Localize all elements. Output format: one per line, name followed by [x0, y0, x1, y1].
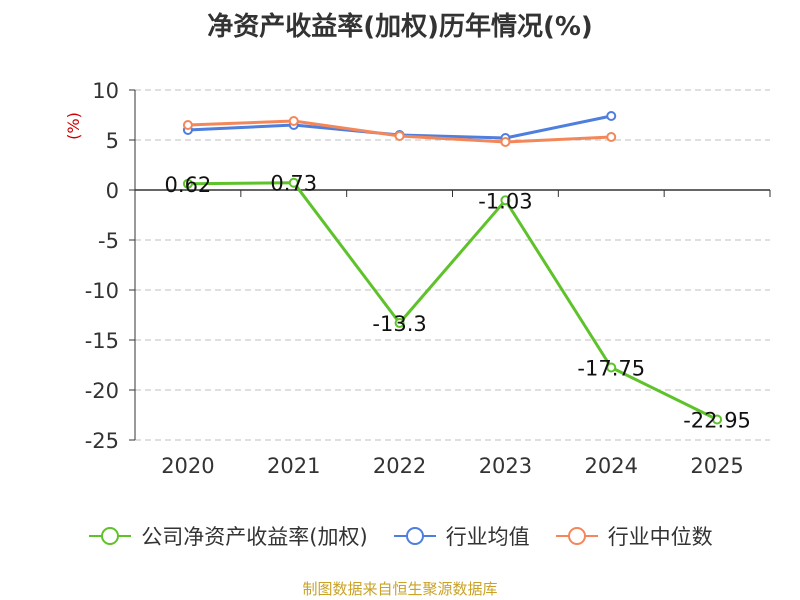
legend-label-industry-mean: 行业均值 [445, 525, 530, 549]
label-layer: 0.62 0.73 -13.3 -1.03 -17.75 -22.95 [165, 172, 751, 433]
data-point [500, 195, 511, 206]
x-tick-label: 2023 [479, 454, 532, 478]
y-tick-label: -25 [85, 429, 119, 453]
legend-label-industry-median: 行业中位数 [607, 525, 713, 549]
x-tick-label: 2025 [690, 454, 743, 478]
data-label: -17.75 [577, 357, 645, 381]
legend-marker-industry-mean [393, 527, 436, 545]
y-tick-label: 0 [106, 179, 119, 203]
x-tick-label: 2022 [373, 454, 426, 478]
y-tick-label: -5 [98, 229, 119, 253]
data-point [500, 137, 511, 147]
legend-item-industry-mean[interactable]: 行业均值 [392, 521, 530, 551]
data-point [606, 132, 617, 142]
legend-item-industry-median[interactable]: 行业中位数 [554, 521, 713, 551]
x-tick-label: 2021 [267, 454, 320, 478]
chart-legend: 公司净资产收益率(加权) 行业均值 行业中位数 [0, 521, 800, 551]
y-axis-label: (%) [64, 112, 83, 140]
series-layer [182, 111, 723, 425]
data-point [712, 414, 723, 425]
y-tick-label: -15 [85, 329, 119, 353]
data-point [288, 116, 299, 126]
chart-title: 净资产收益率(加权)历年情况(%) [207, 12, 593, 42]
data-source-note: 制图数据来自恒生聚源数据库 [302, 580, 498, 598]
axis-layer: 10 5 0 -5 -10 -15 -20 -25 2020 2021 2022 2023 2024 20… [64, 79, 771, 478]
data-label: 0.73 [270, 172, 317, 196]
legend-marker-company [89, 527, 132, 545]
legend-marker-industry-median [555, 527, 598, 545]
x-tick-label: 2024 [585, 454, 638, 478]
legend-item-company[interactable]: 公司净资产收益率(加权) [87, 521, 368, 551]
legend-label-company: 公司净资产收益率(加权) [141, 525, 368, 549]
data-label: -22.95 [683, 409, 751, 433]
data-point [288, 177, 299, 188]
y-tick-label: -10 [85, 279, 119, 303]
data-label: -13.3 [372, 312, 426, 336]
data-point [394, 318, 405, 328]
data-point [606, 362, 617, 373]
data-label: -1.03 [478, 189, 532, 213]
x-tick-label: 2020 [161, 454, 214, 478]
data-point [394, 131, 405, 141]
y-tick-label: 5 [106, 129, 119, 153]
data-label: 0.62 [165, 173, 212, 197]
data-point [606, 111, 617, 121]
data-point [182, 178, 193, 189]
data-point [182, 120, 193, 130]
y-tick-label: -20 [85, 379, 119, 403]
y-tick-label: 10 [92, 79, 119, 103]
grid-layer [135, 89, 770, 441]
series-line [187, 181, 718, 421]
